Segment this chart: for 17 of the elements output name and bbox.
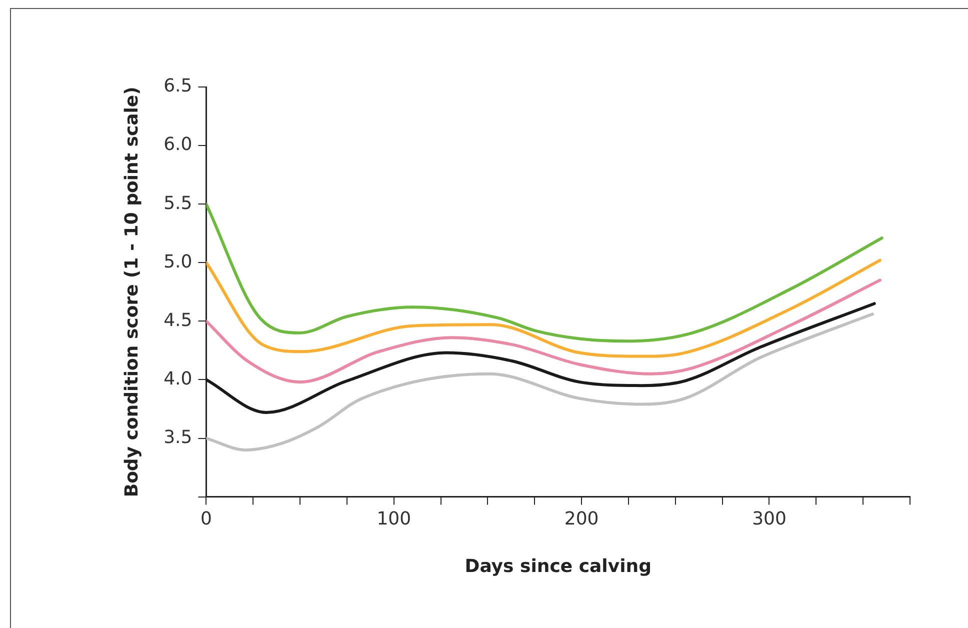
y-tick-label: 4.5 — [164, 310, 192, 331]
x-tick-label: 200 — [564, 508, 599, 530]
y-tick-label: 3.5 — [164, 426, 192, 448]
x-tick-label: 0 — [200, 508, 212, 530]
y-tick-label: 4.0 — [164, 368, 192, 390]
y-tick-label: 5.0 — [164, 251, 192, 272]
line-series — [206, 258, 882, 358]
y-axis-title: Body condition score (1 - 10 point scale) — [121, 86, 142, 498]
line-series — [206, 312, 874, 452]
y-tick-label: 6.0 — [164, 134, 192, 156]
x-axis-title: Days since calving — [464, 556, 652, 577]
line-series — [206, 202, 884, 343]
y-tick-label: 6.5 — [164, 76, 192, 97]
x-tick-label: 300 — [752, 508, 786, 530]
y-tick-label: 5.5 — [164, 192, 192, 214]
x-tick-label: 100 — [376, 508, 412, 530]
line-series — [206, 278, 882, 384]
